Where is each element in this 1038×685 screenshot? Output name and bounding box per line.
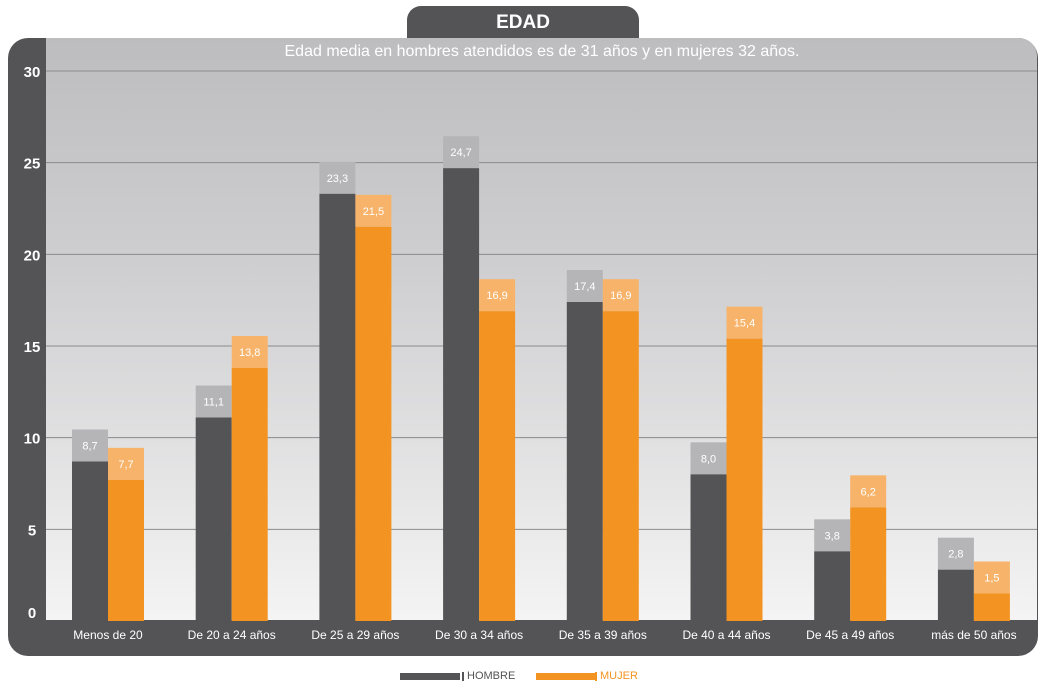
bar-label-box-hombre (195, 385, 232, 418)
data-label-mujer: 7,7 (118, 459, 133, 471)
y-tick-label: 25 (24, 156, 41, 173)
data-label-hombre: 8,0 (701, 453, 716, 465)
bar-label-box-hombre (690, 442, 727, 475)
bar-hombre (566, 302, 603, 621)
legend-swatch-mujer (536, 673, 596, 680)
x-tick-label: De 35 a 39 años (559, 628, 647, 642)
legend-marker-mujer (595, 672, 597, 681)
bar-label-box-hombre (566, 270, 603, 302)
x-tick-label: más de 50 años (931, 628, 1016, 642)
x-tick-label: De 30 a 34 años (435, 628, 523, 642)
chart-subtitle: Edad media en hombres atendidos es de 31… (284, 43, 800, 60)
x-tick-label: De 25 a 29 años (311, 628, 399, 642)
bar-label-box-hombre (443, 136, 480, 169)
bar-mujer (355, 226, 392, 622)
data-label-hombre: 17,4 (574, 281, 595, 293)
bar-label-box-mujer (973, 561, 1010, 594)
bar-label-box-mujer (850, 475, 887, 508)
bar-mujer (108, 479, 144, 621)
data-label-hombre: 11,1 (203, 397, 224, 409)
bar-mujer (850, 507, 887, 621)
bar-label-box-mujer (602, 279, 639, 312)
bar-hombre (937, 569, 974, 621)
y-tick-label: 10 (24, 431, 41, 448)
bar-label-box-hombre (319, 161, 356, 194)
x-tick-label: De 45 a 49 años (806, 628, 894, 642)
legend-swatch-hombre (400, 673, 460, 680)
data-label-hombre: 8,7 (82, 441, 97, 453)
y-tick-label: 0 (28, 605, 36, 622)
y-tick-label: 15 (24, 339, 41, 356)
data-label-mujer: 1,5 (984, 573, 999, 585)
chart-title-tab: EDAD (407, 6, 639, 40)
bar-mujer (726, 338, 763, 621)
y-tick-label: 20 (24, 247, 41, 264)
bar-hombre (195, 417, 232, 621)
x-tick-label: De 20 a 24 años (188, 628, 276, 642)
bar-mujer (479, 311, 516, 621)
bar-hombre (443, 168, 480, 621)
data-label-mujer: 13,8 (239, 347, 260, 359)
bar-mujer (602, 311, 639, 621)
bar-label-box-mujer (108, 447, 144, 480)
bar-mujer (231, 368, 268, 621)
legend: HOMBRE MUJER (0, 668, 1038, 684)
data-label-hombre: 24,7 (450, 147, 471, 159)
bar-label-box-mujer (231, 336, 268, 368)
bar-mujer (973, 593, 1010, 621)
legend-label-mujer: MUJER (600, 670, 638, 682)
data-label-mujer: 16,9 (610, 290, 631, 302)
bar-label-box-hombre (72, 429, 108, 462)
legend-marker-hombre (462, 672, 464, 681)
bar-label-box-mujer (479, 279, 516, 312)
bar-label-box-hombre (814, 519, 851, 552)
data-label-hombre: 3,8 (825, 530, 840, 542)
data-label-mujer: 21,5 (363, 206, 384, 218)
data-label-mujer: 15,4 (734, 318, 755, 330)
x-tick-label: De 40 a 44 años (682, 628, 770, 642)
bar-hombre (690, 474, 727, 621)
y-tick-label: 30 (24, 64, 41, 81)
bar-hombre (72, 461, 108, 621)
x-tick-label: Menos de 20 (73, 628, 143, 642)
bar-hombre (319, 193, 356, 622)
bar-hombre (814, 551, 851, 621)
data-label-mujer: 6,2 (861, 486, 876, 498)
legend-label-hombre: HOMBRE (467, 670, 516, 682)
bar-label-box-mujer (355, 194, 392, 227)
data-label-hombre: 2,8 (948, 549, 963, 561)
bar-label-box-mujer (726, 306, 763, 339)
data-label-hombre: 23,3 (327, 173, 348, 185)
y-tick-label: 5 (28, 522, 36, 539)
data-label-mujer: 16,9 (486, 290, 507, 302)
bar-label-box-hombre (937, 537, 974, 570)
